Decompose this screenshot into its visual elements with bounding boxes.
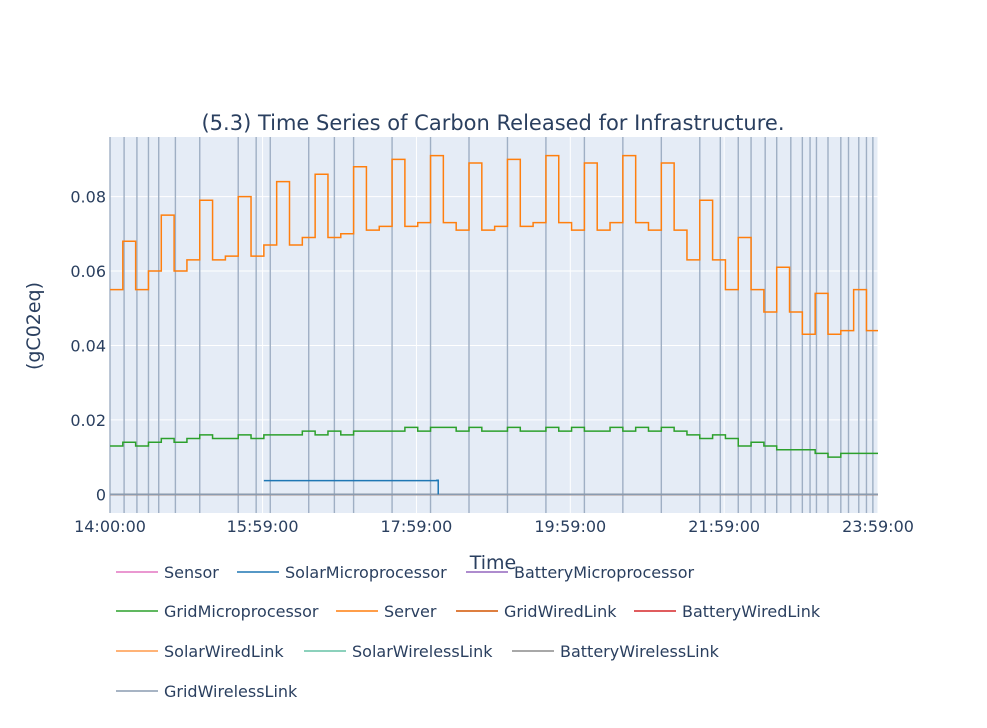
legend-label-SolarMicroprocessor: SolarMicroprocessor: [285, 563, 447, 582]
x-tick-label: 19:59:00: [534, 517, 606, 536]
x-axis-title: Time: [469, 552, 517, 574]
x-axis-ticks: 14:00:00 15:59:00 17:59:00 19:59:00 21:59:00…: [74, 517, 914, 536]
legend-label-BatteryMicroprocessor: BatteryMicroprocessor: [514, 563, 695, 582]
legend-label-BatteryWiredLink: BatteryWiredLink: [682, 602, 821, 621]
y-tick-label: 0.06: [70, 262, 106, 281]
y-axis-ticks: 0 0.02 0.04 0.06 0.08: [70, 188, 106, 505]
legend-label-Server: Server: [384, 602, 437, 621]
legend-label-SolarWirelessLink: SolarWirelessLink: [352, 642, 493, 661]
x-tick-label: 23:59:00: [842, 517, 914, 536]
y-tick-label: 0: [96, 485, 106, 504]
legend-label-GridWirelessLink: GridWirelessLink: [164, 682, 298, 701]
legend-label-GridMicroprocessor: GridMicroprocessor: [164, 602, 319, 621]
y-axis-title: (gC02eq): [23, 282, 45, 370]
legend: Sensor SolarMicroprocessor BatteryMicropro…: [116, 563, 821, 701]
series-line-GridMicroprocessor: [110, 426, 878, 458]
y-tick-label: 0.02: [70, 411, 106, 430]
x-tick-label: 15:59:00: [227, 517, 299, 536]
legend-label-GridWiredLink: GridWiredLink: [504, 602, 617, 621]
chart-title: (5.3) Time Series of Carbon Released for…: [201, 111, 784, 135]
legend-label-BatteryWirelessLink: BatteryWirelessLink: [560, 642, 720, 661]
plot-area: [110, 137, 878, 513]
x-tick-label: 17:59:00: [381, 517, 453, 536]
legend-label-SolarWiredLink: SolarWiredLink: [164, 642, 284, 661]
y-tick-label: 0.04: [70, 336, 106, 355]
series-lines: [110, 154, 878, 496]
series-line-SolarMicroprocessor: [263, 479, 439, 495]
legend-label-Sensor: Sensor: [164, 563, 219, 582]
series-line-Server: [110, 154, 878, 336]
y-tick-label: 0.08: [70, 188, 106, 207]
x-tick-label: 14:00:00: [74, 517, 146, 536]
x-tick-label: 21:59:00: [688, 517, 760, 536]
